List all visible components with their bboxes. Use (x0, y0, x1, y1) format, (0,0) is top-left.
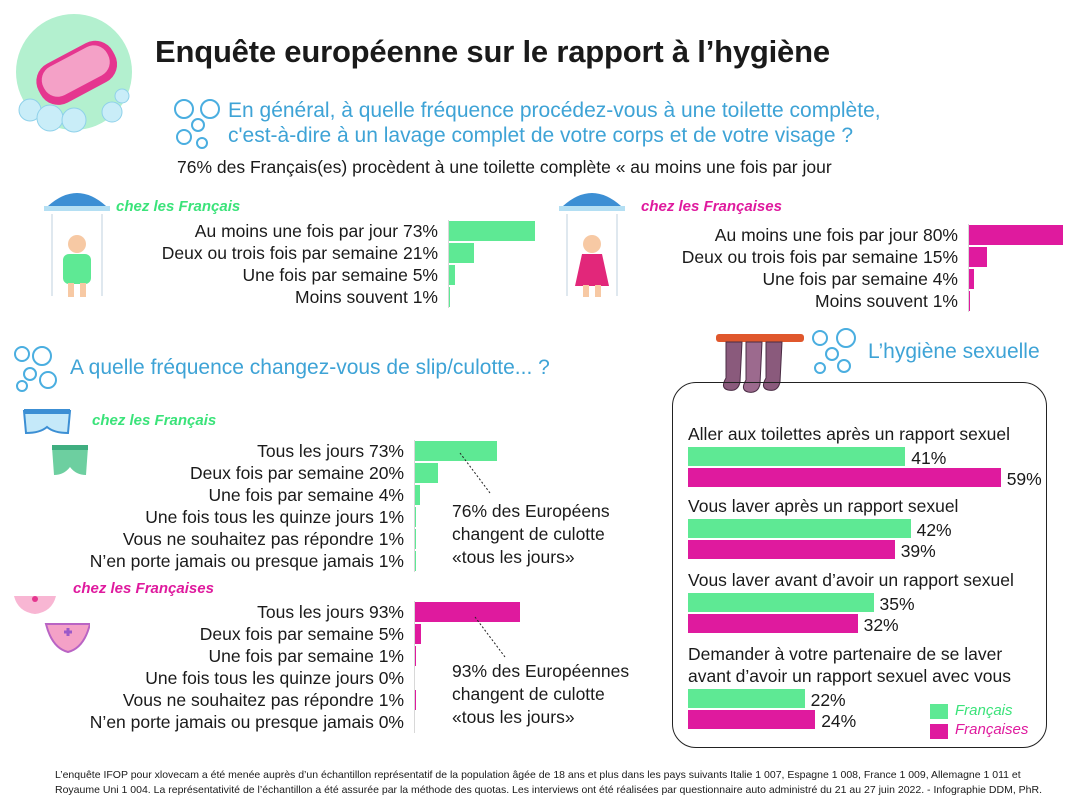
bubbles-icon (812, 328, 856, 374)
bubbles-icon (14, 346, 57, 392)
men-note-line: 76% des Européens (452, 501, 610, 521)
shower-man-icon (44, 193, 110, 297)
value-label: 35% (879, 594, 915, 614)
chart-axis (448, 220, 449, 308)
value-label: 24% (821, 711, 857, 731)
bar (415, 602, 521, 622)
men-note-line: changent de culotte (452, 524, 605, 544)
women-note-line: changent de culotte (452, 684, 605, 704)
category-label: Deux fois par semaine 20% (190, 462, 404, 483)
bar (969, 291, 971, 311)
category-label: Deux fois par semaine 5% (199, 623, 404, 644)
category-label: Vous ne souhaitez pas répondre 1% (122, 528, 404, 549)
category-label: Vous ne souhaitez pas répondre 1% (122, 689, 404, 710)
men-underwear-icon (22, 409, 88, 475)
bar (688, 689, 805, 708)
q2-men-label: chez les Français (92, 412, 217, 429)
question-1-line2: c'est-à-dire à un lavage complet de votr… (228, 124, 854, 147)
chart-axis (414, 601, 415, 733)
bar (415, 529, 417, 549)
soap-illustration (16, 14, 132, 133)
bar (415, 551, 417, 571)
q1-men-label: chez les Français (116, 198, 241, 215)
bar (688, 540, 895, 559)
bar (969, 225, 1064, 245)
category-label: Une fois par semaine 4% (208, 484, 404, 505)
bar (688, 468, 1001, 487)
bar (415, 441, 498, 461)
women-note-line: 93% des Européennes (452, 661, 630, 681)
sex-title: L’hygiène sexuelle (868, 340, 1040, 363)
category-label: Une fois tous les quinze jours 1% (145, 506, 404, 527)
category-label: Moins souvent 1% (295, 286, 438, 307)
footer-line: L’enquête IFOP pour xlovecam a été menée… (55, 769, 1021, 781)
question-label: Aller aux toilettes après un rapport sex… (688, 424, 1010, 444)
question-1-line1: En général, à quelle fréquence procédez-… (228, 99, 881, 122)
category-label: Tous les jours 73% (257, 440, 404, 461)
question-label: Vous laver après un rapport sexuel (688, 496, 959, 516)
bar (688, 710, 816, 729)
legend-swatch-women (930, 724, 948, 739)
bar (969, 247, 987, 267)
legend-men: Français (955, 702, 1013, 719)
women-note-line: «tous les jours» (452, 707, 575, 727)
category-label: Moins souvent 1% (815, 290, 958, 311)
question-2: A quelle fréquence changez-vous de slip/… (70, 356, 550, 379)
category-label: Au moins une fois par jour 80% (714, 224, 958, 245)
question-label: Demander à votre partenaire de se laver … (688, 644, 1011, 686)
bar (449, 265, 455, 285)
sex-panel (672, 382, 1047, 748)
note-connector (474, 616, 506, 658)
q1-women-label: chez les Françaises (641, 198, 782, 215)
legend-women: Françaises (955, 721, 1029, 738)
footer-line: Royaume Uni 1 004. La représentativité d… (55, 784, 1043, 796)
category-label: N’en porte jamais ou presque jamais 1% (89, 550, 404, 571)
question-label: Vous laver avant d’avoir un rapport sexu… (688, 570, 1014, 590)
category-label: Une fois par semaine 5% (242, 264, 438, 285)
q2-women-label: chez les Françaises (73, 580, 214, 597)
value-label: 41% (911, 448, 947, 468)
bar (415, 646, 417, 666)
value-label: 59% (1006, 469, 1042, 489)
question-1-subtitle: 76% des Français(es) procèdent à une toi… (177, 157, 832, 177)
chart-axis (414, 440, 415, 572)
value-label: 22% (810, 690, 846, 710)
bar (969, 269, 974, 289)
bar (449, 243, 474, 263)
value-label: 42% (916, 520, 952, 540)
bubbles-icon (174, 99, 220, 149)
value-label: 39% (900, 541, 936, 561)
bar (415, 690, 417, 710)
category-label: Tous les jours 93% (257, 601, 404, 622)
category-label: Une fois par semaine 1% (208, 645, 404, 666)
men-note: 76% des Européens changent de culotte «t… (452, 500, 610, 569)
category-label: Deux ou trois fois par semaine 21% (161, 242, 438, 263)
value-label: 32% (863, 615, 899, 635)
page-title: Enquête européenne sur le rapport à l’hy… (155, 34, 830, 69)
bar (688, 519, 911, 538)
shower-woman-icon (559, 193, 625, 297)
bar (449, 287, 451, 307)
women-underwear-icon (14, 596, 90, 654)
bar (688, 447, 906, 466)
bar (415, 624, 421, 644)
chart-axis (968, 224, 969, 312)
bar (415, 485, 420, 505)
category-label: Deux ou trois fois par semaine 15% (681, 246, 958, 267)
bar (688, 614, 858, 633)
women-note: 93% des Européennes changent de culotte … (452, 660, 629, 729)
category-label: Au moins une fois par jour 73% (194, 220, 438, 241)
bar (415, 463, 438, 483)
legend-swatch-men (930, 704, 948, 719)
category-label: N’en porte jamais ou presque jamais 0% (89, 711, 404, 732)
bar (415, 507, 417, 527)
footer: L’enquête IFOP pour xlovecam a été menée… (55, 768, 1065, 798)
note-connector (459, 452, 491, 494)
category-label: Une fois par semaine 4% (762, 268, 958, 289)
bar (688, 593, 874, 612)
category-label: Une fois tous les quinze jours 0% (145, 667, 404, 688)
question-1: En général, à quelle fréquence procédez-… (228, 98, 881, 148)
men-note-line: «tous les jours» (452, 547, 575, 567)
bar (449, 221, 536, 241)
